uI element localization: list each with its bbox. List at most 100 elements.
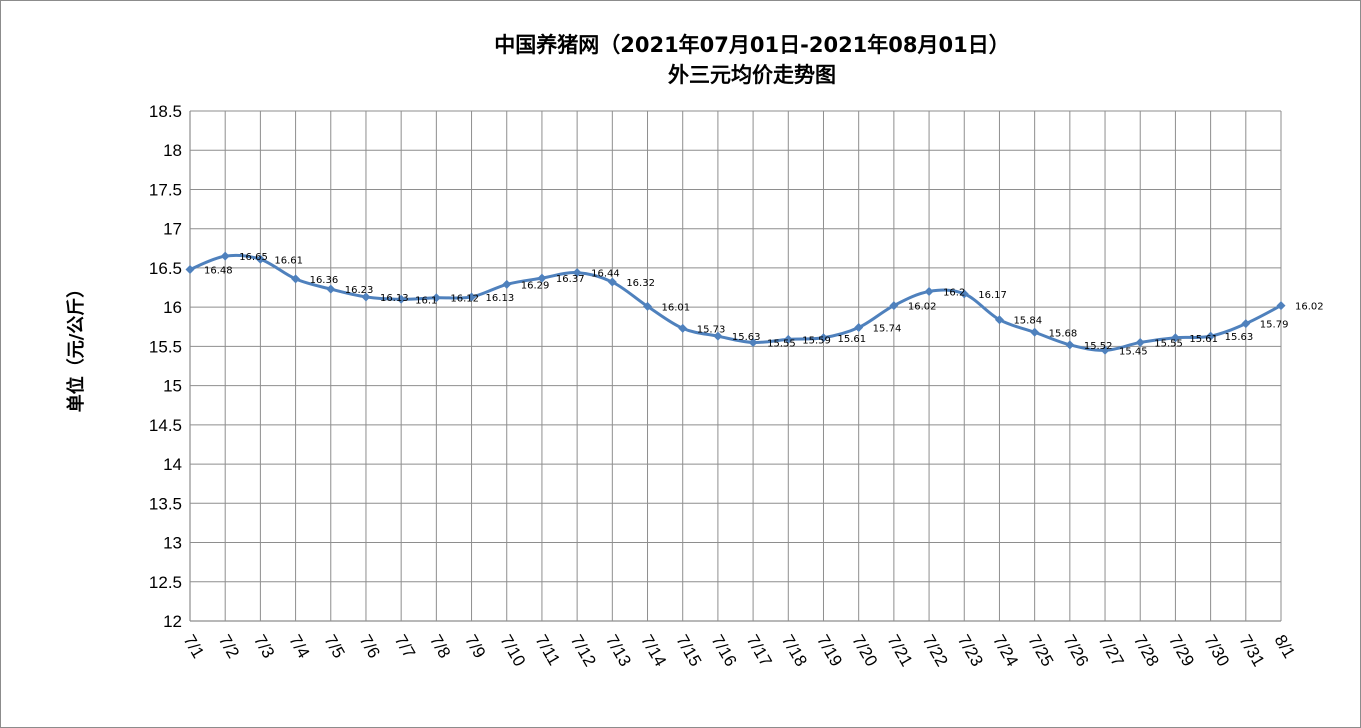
y-tick-label: 14.5 [149, 416, 182, 435]
data-label: 16.01 [662, 302, 691, 313]
data-label: 16.02 [1295, 302, 1324, 313]
chart-title: 中国养猪网（2021年07月01日-2021年08月01日） [494, 33, 1010, 57]
data-label: 15.61 [1189, 334, 1218, 345]
x-tick-label: 8/1 [1271, 632, 1299, 662]
x-tick-label: 7/1 [180, 632, 208, 662]
data-point [1030, 327, 1040, 337]
x-tick-label: 7/24 [989, 632, 1022, 670]
x-tick-label: 7/15 [672, 632, 705, 670]
x-tick-label: 7/30 [1200, 632, 1233, 670]
data-label: 16.13 [486, 293, 515, 304]
x-tick-label: 7/31 [1235, 632, 1268, 670]
data-label: 16.1 [415, 295, 437, 306]
data-point [1276, 301, 1286, 311]
y-tick-label: 15 [163, 377, 182, 396]
data-label: 15.61 [837, 334, 866, 345]
x-tick-label: 7/20 [848, 632, 881, 670]
data-point [502, 279, 512, 289]
data-label: 15.68 [1049, 328, 1078, 339]
data-label: 16.48 [204, 265, 233, 276]
data-point [994, 315, 1004, 325]
x-tick-label: 7/4 [285, 632, 313, 662]
x-tick-label: 7/25 [1024, 632, 1057, 670]
x-tick-label: 7/21 [883, 632, 916, 670]
data-point [1206, 331, 1216, 341]
data-label: 16.32 [626, 278, 655, 289]
y-axis-ticks: 12 12.5 13 13.5 14 14.5 15 15.5 16 16.5 17 17.5 18 18… [149, 102, 182, 631]
data-point [255, 254, 265, 264]
x-tick-label: 7/3 [250, 632, 278, 662]
y-tick-label: 18.5 [149, 102, 182, 121]
data-label: 16.44 [591, 269, 620, 280]
data-point [291, 274, 301, 284]
data-point [818, 333, 828, 343]
x-tick-label: 7/14 [637, 632, 670, 670]
data-label: 16.02 [908, 302, 937, 313]
y-tick-label: 12 [163, 612, 182, 631]
data-label: 15.59 [802, 335, 831, 346]
x-tick-label: 7/23 [954, 632, 987, 670]
data-point [678, 323, 688, 333]
data-point [1135, 337, 1145, 347]
x-tick-label: 7/16 [707, 632, 740, 670]
data-point [1170, 333, 1180, 343]
y-tick-label: 15.5 [149, 337, 182, 356]
chart-subtitle: 外三元均价走势图 [668, 63, 836, 87]
data-point [220, 251, 230, 261]
data-label: 16.23 [345, 285, 374, 296]
x-tick-label: 7/11 [531, 632, 563, 669]
data-point [607, 277, 617, 287]
x-tick-label: 7/13 [602, 632, 635, 670]
data-point [537, 273, 547, 283]
data-label: 16.29 [521, 280, 550, 291]
y-tick-label: 17.5 [149, 180, 182, 199]
data-point [959, 289, 969, 299]
data-point [396, 294, 406, 304]
x-tick-label: 7/28 [1130, 632, 1163, 670]
x-tick-label: 7/27 [1095, 632, 1128, 670]
x-tick-label: 7/8 [426, 632, 454, 662]
data-label: 15.63 [732, 332, 761, 343]
y-tick-label: 13 [163, 534, 182, 553]
data-point [748, 337, 758, 347]
data-label: 16.65 [239, 252, 268, 263]
data-label: 16.37 [556, 274, 585, 285]
x-tick-label: 7/12 [567, 632, 600, 670]
data-point [889, 301, 899, 311]
data-point [1100, 345, 1110, 355]
series [185, 251, 1286, 355]
x-axis-ticks: 7/1 7/2 7/3 7/4 7/5 7/6 7/7 7/8 7/9 7/10 7/11 7/12 7… [180, 632, 1299, 670]
y-axis-label: 单位（元/公斤） [65, 280, 87, 413]
data-label: 15.55 [1154, 338, 1183, 349]
y-tick-label: 14 [163, 455, 182, 474]
data-label: 15.79 [1260, 320, 1289, 331]
x-tick-label: 7/22 [919, 632, 952, 670]
x-tick-label: 7/9 [461, 632, 489, 662]
data-label: 16.61 [274, 255, 303, 266]
x-tick-label: 7/17 [743, 632, 776, 670]
data-label: 16.13 [380, 293, 409, 304]
data-point [783, 334, 793, 344]
x-tick-label: 7/18 [778, 632, 811, 670]
data-label: 15.55 [767, 338, 796, 349]
y-tick-label: 16.5 [149, 259, 182, 278]
data-point [854, 323, 864, 333]
data-point [431, 293, 441, 303]
x-tick-label: 7/2 [215, 632, 243, 662]
data-point [1241, 319, 1251, 329]
data-point [326, 284, 336, 294]
x-tick-label: 7/19 [813, 632, 846, 670]
y-tick-label: 18 [163, 141, 182, 160]
y-tick-label: 13.5 [149, 494, 182, 513]
data-point [185, 264, 195, 274]
data-label: 15.52 [1084, 341, 1113, 352]
data-point [643, 301, 653, 311]
data-label: 16.36 [310, 275, 339, 286]
data-label: 16.17 [978, 290, 1007, 301]
data-point [713, 331, 723, 341]
data-label: 16.2 [943, 287, 965, 298]
x-tick-label: 7/6 [356, 632, 384, 662]
data-label: 15.73 [697, 324, 726, 335]
data-point [1065, 340, 1075, 350]
